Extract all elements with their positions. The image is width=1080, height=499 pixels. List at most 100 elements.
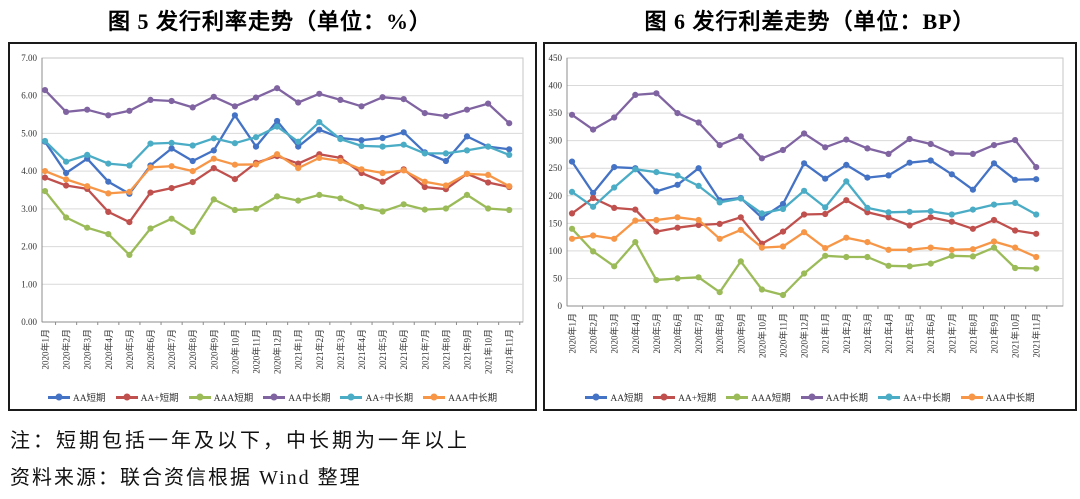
legend-label: AAA短期 — [751, 394, 791, 404]
fig5-legend-item-aaa-mid-long: AAA中长期 — [423, 390, 497, 404]
fig6-y-tick-label: 100 — [549, 246, 563, 256]
fig6-plot-svg: 0 50 100 150 200 250 300 350 400 450 2020年1月 2020年2… — [549, 53, 1064, 358]
fig6-y-tick-label: 50 — [553, 273, 563, 283]
fig6-x-tick-label: 2020年7月 — [693, 313, 704, 354]
fig5-legend-item-aa-short: AA短期 — [47, 390, 106, 404]
legend-label: AA+短期 — [140, 394, 179, 404]
fig5-series-aa-mid-long — [41, 85, 513, 127]
fig5-y-tick-label: 5.00 — [21, 128, 37, 138]
legend-line-marker-icon — [960, 393, 983, 401]
fig5-y-tick-label: 2.00 — [21, 242, 37, 252]
legend-dot-icon — [808, 393, 816, 401]
fig6-legend-item-aa-mid-long: AA中长期 — [800, 390, 868, 404]
fig6-x-tick-label: 2021年10月 — [1010, 313, 1021, 358]
fig5-legend-item-aa-mid-long: AA中长期 — [263, 390, 330, 404]
fig5-x-tick-label: 2021年3月 — [335, 329, 346, 370]
fig6-x-tick-label: 2021年2月 — [841, 313, 852, 354]
footnote-source: 资料来源：联合资信根据 Wind 整理 — [10, 467, 362, 489]
fig6-y-tick-label: 200 — [549, 191, 563, 201]
fig5-y-tick-label: 6.00 — [21, 91, 37, 101]
fig6-x-tick-label: 2020年5月 — [651, 313, 662, 354]
fig5-series-aa-plus-mid-long — [41, 119, 513, 169]
fig6-series-aa-short — [568, 157, 1040, 221]
legend-line-marker-icon — [800, 393, 823, 401]
fig6-title: 图 6 发行利差走势（单位：BP） — [644, 9, 976, 34]
fig6-x-tick-label: 2020年3月 — [609, 313, 620, 354]
legend-label: AA短期 — [72, 394, 106, 404]
legend-label: AA中长期 — [288, 394, 331, 404]
fig5-x-tick-label: 2021年4月 — [356, 329, 367, 370]
legend-line-marker-icon — [47, 393, 70, 401]
fig6-x-tick-label: 2021年1月 — [820, 313, 831, 354]
fig5-gridlines — [41, 57, 524, 323]
fig6-x-tick-label: 2020年1月 — [567, 313, 578, 354]
fig5-x-tick-label: 2021年2月 — [314, 329, 325, 370]
legend-line-marker-icon — [877, 393, 900, 401]
fig6-y-tick-label: 0 — [558, 301, 563, 311]
fig5-x-tick-label: 2021年9月 — [462, 329, 473, 370]
fig6-y-tick-label: 450 — [549, 53, 563, 63]
legend-dot-icon — [733, 393, 741, 401]
legend-label: AAA中长期 — [448, 394, 498, 404]
fig5-x-tick-label: 2020年12月 — [272, 329, 283, 374]
fig5-x-tick-label: 2020年1月 — [40, 329, 51, 370]
fig5-series-aaa-short — [41, 188, 513, 258]
fig5-x-tick-label: 2020年8月 — [187, 329, 198, 370]
legend-label: AA+中长期 — [365, 394, 414, 404]
fig6-y-tick-label: 350 — [549, 108, 563, 118]
legend-dot-icon — [270, 393, 278, 401]
fig6-x-tick-label: 2021年4月 — [883, 313, 894, 354]
fig5-x-tick-label: 2020年3月 — [82, 329, 93, 370]
fig5-y-tick-label: 3.00 — [21, 204, 37, 214]
fig6-series-aa-plus-mid-long — [568, 166, 1040, 218]
fig5-x-tick-label: 2020年6月 — [145, 329, 156, 370]
fig6-x-tick-label: 2020年9月 — [735, 313, 746, 354]
fig6-y-tick-label: 150 — [549, 218, 563, 228]
fig6-x-tick-label: 2021年7月 — [946, 313, 957, 354]
fig6-x-tick-label: 2021年9月 — [989, 313, 1000, 354]
fig6-y-tick-label: 300 — [549, 136, 563, 146]
fig5-series-aaa-mid-long — [41, 151, 513, 197]
fig5-x-tick-label: 2021年6月 — [398, 329, 409, 370]
fig6-legend: AA短期 AA+短期 AAA短期 AA中长期 AA+中长期 AAA中长期 — [545, 390, 1075, 404]
legend-dot-icon — [660, 393, 668, 401]
fig5-legend-item-aa-plus-mid-long: AA+中长期 — [340, 390, 413, 404]
fig6-legend-item-aa-plus-short: AA+短期 — [653, 390, 716, 404]
fig6-x-tick-label: 2020年12月 — [799, 313, 810, 358]
fig5-y-tick-label: 4.00 — [21, 166, 37, 176]
fig5-title: 图 5 发行利率走势（单位：%） — [107, 9, 432, 34]
legend-dot-icon — [430, 393, 438, 401]
legend-line-marker-icon — [653, 393, 676, 401]
legend-line-marker-icon — [423, 393, 446, 401]
fig5-legend: AA短期 AA+短期 AAA短期 AA中长期 AA+中长期 AAA中长期 — [10, 390, 535, 404]
fig5-x-tick-label: 2020年2月 — [61, 329, 72, 370]
fig5-legend-item-aaa-short: AAA短期 — [188, 390, 254, 404]
fig5-x-tick-label: 2020年7月 — [166, 329, 177, 370]
fig6-x-tick-label: 2021年5月 — [904, 313, 915, 354]
fig5-y-tick-label: 0.00 — [21, 317, 37, 327]
fig6-x-tick-label: 2021年6月 — [925, 313, 936, 354]
fig6-y-tick-label: 250 — [549, 163, 563, 173]
legend-line-marker-icon — [726, 393, 749, 401]
fig6-x-tick-label: 2021年3月 — [862, 313, 873, 354]
legend-label: AAA中长期 — [985, 394, 1035, 404]
fig6-x-tick-label: 2021年8月 — [967, 313, 978, 354]
legend-dot-icon — [55, 393, 63, 401]
fig6-x-tick-label: 2020年2月 — [588, 313, 599, 354]
legend-dot-icon — [123, 393, 131, 401]
fig5-series-aa-plus-short — [41, 151, 513, 226]
fig6-y-tick-label: 400 — [549, 81, 563, 91]
legend-label: AAA短期 — [213, 394, 254, 404]
fig5-x-tick-label: 2021年10月 — [483, 329, 494, 374]
fig6-legend-item-aa-plus-mid-long: AA+中长期 — [877, 390, 951, 404]
fig6-series-aa-plus-short — [568, 194, 1040, 247]
legend-label: AA+中长期 — [902, 394, 951, 404]
fig6-legend-item-aaa-short: AAA短期 — [726, 390, 791, 404]
chart-fig5: 0.00 1.00 2.00 3.00 4.00 5.00 6.00 7.00 2020年1月 2… — [8, 42, 537, 411]
fig6-series-aaa-short — [568, 225, 1040, 299]
fig5-x-tick-label: 2021年8月 — [440, 329, 451, 370]
fig6-x-tick-label: 2020年6月 — [672, 313, 683, 354]
footnote-definition: 注：短期包括一年及以下，中长期为一年以上 — [10, 430, 470, 452]
